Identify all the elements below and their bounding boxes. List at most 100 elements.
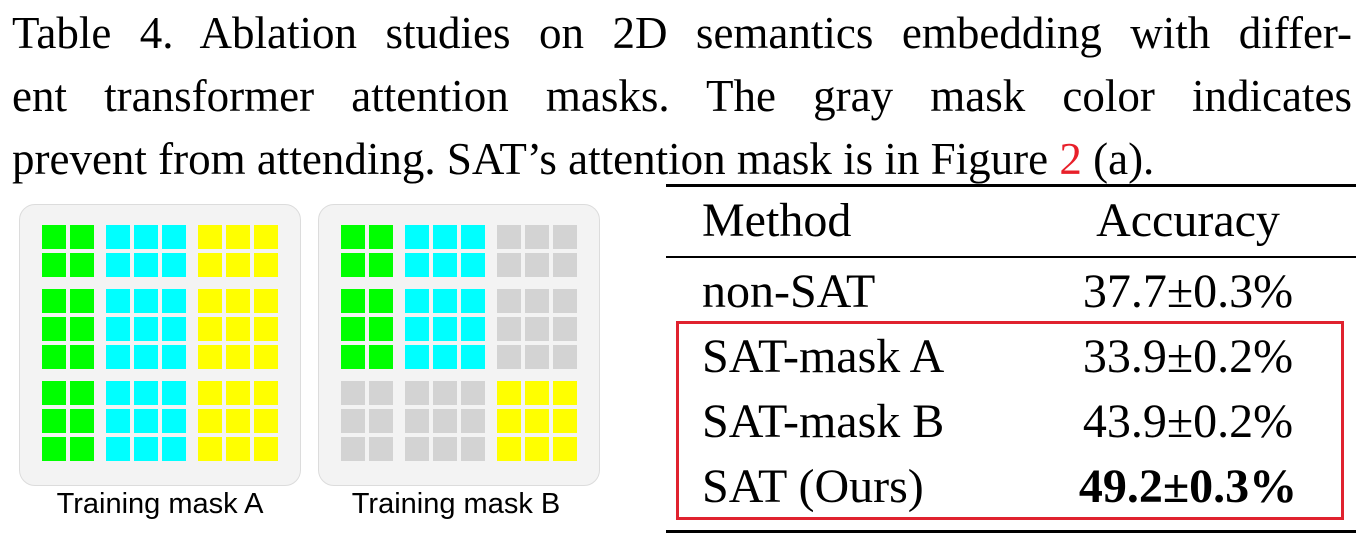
mask-b-cell-gray [497,345,521,369]
mask-b-cell-gray [553,253,577,277]
mask-b-cell-gray [497,289,521,313]
mask-a-cell-yellow [198,253,222,277]
mask-b-cell-gray [553,289,577,313]
mask-b-cell-gray [497,317,521,341]
mask-a-cell-cyan [162,381,186,405]
mask-b-cell-gray [461,409,485,433]
mask-b-cell-yellow [553,381,577,405]
mask-b-cell-cyan [461,289,485,313]
mask-b-cell-cyan [461,253,485,277]
mask-a-cell-yellow [198,437,222,461]
mask-b-cell-yellow [525,409,549,433]
figure-reference-link[interactable]: 2 [1059,134,1082,184]
mask-a-cell-cyan [162,289,186,313]
mask-a-cell-cyan [162,317,186,341]
mask-a-cell-cyan [134,409,158,433]
mask-b-cell-gray [341,409,365,433]
mask-a-cell-yellow [226,225,250,249]
mask-b-cell-green [341,345,365,369]
mask-b-cell-gray [433,437,457,461]
mask-b-cell-gray [497,253,521,277]
caption-line-2: ent transformer attention masks. The gra… [12,71,1352,121]
mask-a-cell-green [70,253,94,277]
mask-a-cell-cyan [106,437,130,461]
mask-a-cell-cyan [106,381,130,405]
mask-b-cell-gray [525,317,549,341]
row-method: SAT-mask A [702,330,945,383]
mask-a-cell-green [42,381,66,405]
training-mask-b-label: Training mask B [351,488,561,520]
mask-b-cell-gray [433,409,457,433]
mask-a-cell-cyan [106,345,130,369]
mask-b-cell-cyan [405,289,429,313]
row-method: SAT-mask B [702,395,945,448]
mask-a-cell-green [70,409,94,433]
training-mask-a-panel [19,204,301,486]
caption-line-3-end: (a). [1081,134,1155,184]
mask-a-cell-yellow [198,409,222,433]
mask-b-cell-cyan [433,253,457,277]
row-method: non-SAT [702,265,876,318]
mask-a-cell-cyan [106,289,130,313]
mask-a-cell-cyan [106,317,130,341]
mask-a-cell-green [42,345,66,369]
mask-b-cell-gray [433,381,457,405]
mask-b-cell-gray [405,409,429,433]
mask-b-cell-cyan [433,289,457,313]
mask-b-cell-yellow [497,437,521,461]
mask-a-cell-yellow [226,437,250,461]
table-caption: Table 4. Ablation studies on 2D semantic… [12,2,1352,191]
mask-b-cell-green [341,289,365,313]
training-mask-a-label: Training mask A [56,488,264,520]
row-accuracy-best: 49.2±0.3% [1078,460,1298,513]
mask-b-cell-cyan [405,317,429,341]
table-top-rule [666,184,1356,187]
mask-a-cell-cyan [106,253,130,277]
mask-b-cell-cyan [405,345,429,369]
mask-a-cell-green [42,409,66,433]
mask-b-cell-yellow [497,409,521,433]
mask-a-cell-yellow [198,381,222,405]
mask-b-cell-green [341,317,365,341]
mask-b-cell-gray [525,253,549,277]
mask-a-cell-cyan [162,225,186,249]
mask-b-cell-yellow [553,409,577,433]
mask-a-cell-green [70,225,94,249]
mask-b-cell-gray [341,381,365,405]
caption-line-3-text: prevent from attending. SAT’s attention … [12,134,1060,184]
mask-a-cell-cyan [162,253,186,277]
mask-b-cell-gray [405,437,429,461]
mask-a-cell-yellow [226,409,250,433]
mask-a-cell-yellow [226,345,250,369]
mask-a-cell-cyan [134,345,158,369]
mask-b-cell-gray [461,437,485,461]
mask-a-cell-green [70,317,94,341]
mask-a-cell-yellow [254,345,278,369]
mask-a-cell-yellow [198,289,222,313]
row-accuracy: 37.7±0.3% [1082,265,1294,318]
mask-a-cell-cyan [162,437,186,461]
training-mask-b-panel [318,204,600,486]
mask-b-cell-gray [405,381,429,405]
mask-a-cell-green [42,437,66,461]
mask-b-cell-green [369,317,393,341]
mask-b-cell-green [369,225,393,249]
mask-b-cell-cyan [405,225,429,249]
mask-a-cell-green [42,253,66,277]
mask-b-cell-green [369,289,393,313]
mask-a-cell-yellow [198,317,222,341]
mask-b-cell-gray [525,225,549,249]
mask-a-cell-green [70,289,94,313]
mask-a-cell-cyan [134,225,158,249]
mask-b-cell-gray [369,409,393,433]
mask-b-cell-green [369,345,393,369]
mask-b-cell-gray [553,225,577,249]
table-row: SAT-mask A 33.9±0.2% [666,324,1356,390]
mask-a-cell-yellow [254,381,278,405]
row-accuracy: 43.9±0.2% [1082,395,1294,448]
mask-b-cell-yellow [525,381,549,405]
mask-a-cell-yellow [198,345,222,369]
mask-b-cell-green [341,253,365,277]
mask-b-cell-gray [497,225,521,249]
mask-b-cell-yellow [525,437,549,461]
